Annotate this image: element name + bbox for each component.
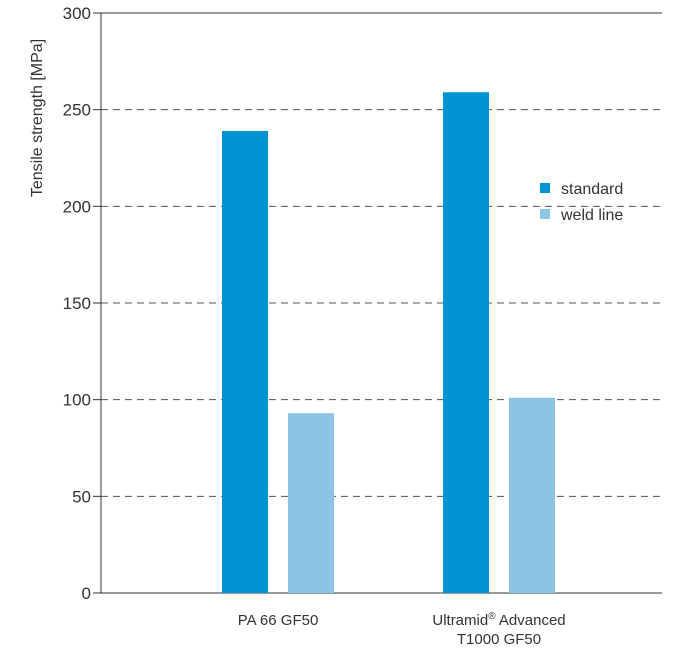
y-tick-label: 250 [63, 101, 91, 120]
y-tick-label: 150 [63, 294, 91, 313]
legend-label: weld line [560, 207, 623, 224]
y-tick-label: 50 [72, 487, 91, 506]
bar-weld-line [509, 397, 555, 593]
y-tick-label: 200 [63, 197, 91, 216]
y-tick-label: 0 [82, 584, 91, 603]
legend-swatch [540, 183, 550, 193]
x-category-label: Ultramid® Advanced [432, 611, 565, 629]
x-category-label: PA 66 GF50 [238, 612, 319, 629]
bar-standard [222, 130, 268, 593]
y-axis-title: Tensile strength [MPa] [29, 39, 46, 197]
legend-label: standard [561, 181, 623, 198]
bar-weld-line [288, 413, 334, 593]
x-category-label: T1000 GF50 [457, 631, 541, 648]
y-tick-label: 300 [63, 4, 91, 23]
bar-standard [443, 92, 489, 594]
y-tick-label: 100 [63, 391, 91, 410]
legend-swatch [540, 209, 550, 219]
